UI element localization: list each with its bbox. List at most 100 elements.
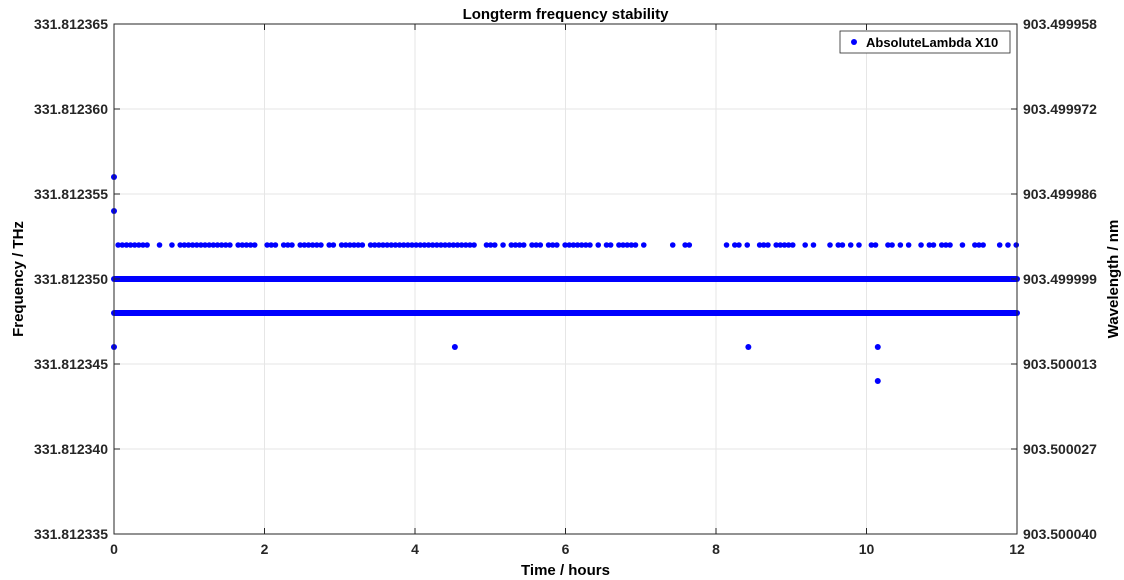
- data-point: [123, 242, 130, 248]
- data-point: [429, 242, 436, 248]
- data-point: [574, 242, 581, 248]
- data-point-outlier: [745, 344, 752, 350]
- data-point: [318, 242, 324, 248]
- data-point: [578, 242, 585, 248]
- data-point: [222, 242, 229, 248]
- data-point: [251, 242, 258, 248]
- data-point: [380, 242, 386, 248]
- y-tick-label: 331.812355: [34, 186, 108, 202]
- data-point: [285, 242, 291, 248]
- data-point: [595, 242, 602, 248]
- data-point: [926, 242, 933, 248]
- data-point: [686, 242, 693, 248]
- data-point: [156, 242, 163, 248]
- data-point: [376, 242, 382, 248]
- data-point: [330, 242, 337, 248]
- data-point: [583, 242, 589, 248]
- data-point: [773, 242, 779, 248]
- data-point: [545, 242, 552, 248]
- data-point: [417, 242, 424, 248]
- data-point: [777, 242, 784, 248]
- data-point: [959, 242, 966, 248]
- data-point: [367, 242, 374, 248]
- x-tick-label: 4: [411, 541, 419, 557]
- data-point: [218, 242, 225, 248]
- x-tick-label: 12: [1009, 541, 1025, 557]
- data-point: [616, 242, 622, 248]
- x-tick-label: 8: [712, 541, 720, 557]
- data-point: [202, 242, 208, 248]
- data-point-outlier: [451, 344, 458, 350]
- data-point: [566, 242, 573, 248]
- data-point: [280, 242, 287, 248]
- data-point: [421, 242, 428, 248]
- x-tick-label: 10: [859, 541, 875, 557]
- chart-title: Longterm frequency stability: [463, 6, 670, 23]
- data-point: [682, 242, 688, 248]
- y-right-tick-label: 903.499972: [1023, 101, 1097, 117]
- data-point: [976, 242, 982, 248]
- data-point: [297, 242, 304, 248]
- data-point: [462, 242, 469, 248]
- data-point: [996, 242, 1003, 248]
- data-point: [355, 242, 361, 248]
- data-point: [529, 242, 535, 248]
- data-point: [723, 242, 730, 248]
- data-point: [947, 242, 953, 248]
- data-point: [847, 242, 854, 248]
- data-point: [889, 242, 895, 248]
- data-point: [810, 242, 817, 248]
- x-tick-label: 0: [110, 541, 118, 557]
- data-point: [756, 242, 763, 248]
- y-right-tick-label: 903.499999: [1023, 271, 1097, 287]
- data-point: [918, 242, 924, 248]
- data-point: [789, 242, 796, 248]
- data-point: [206, 242, 212, 248]
- data-point: [632, 242, 639, 248]
- data-point: [471, 242, 477, 248]
- data-point: [450, 242, 457, 248]
- data-point: [454, 242, 461, 248]
- data-point: [781, 242, 788, 248]
- data-point: [491, 242, 498, 248]
- data-point: [301, 242, 308, 248]
- x-tick-label: 2: [261, 541, 269, 557]
- data-point: [198, 242, 204, 248]
- data-point: [309, 242, 316, 248]
- data-point: [268, 242, 275, 248]
- y-right-tick-label: 903.499958: [1023, 16, 1097, 32]
- data-point: [765, 242, 771, 248]
- data-point: [400, 242, 407, 248]
- data-point: [508, 242, 515, 248]
- data-point: [338, 242, 345, 248]
- y-right-tick-label: 903.500040: [1023, 526, 1097, 542]
- data-point: [434, 242, 440, 248]
- data-point: [189, 242, 196, 248]
- data-point: [384, 242, 390, 248]
- x-axis-label: Time / hours: [521, 562, 610, 579]
- y-tick-label: 331.812335: [34, 526, 108, 542]
- data-point: [239, 242, 246, 248]
- data-point: [905, 242, 912, 248]
- data-point: [607, 242, 614, 248]
- data-point: [214, 242, 221, 248]
- y-right-tick-label: 903.500027: [1023, 441, 1097, 457]
- data-point: [127, 242, 134, 248]
- data-point: [210, 242, 217, 248]
- data-point: [620, 242, 626, 248]
- legend-label: AbsoluteLambda X10: [866, 35, 998, 50]
- data-point: [537, 242, 544, 248]
- data-point: [856, 242, 862, 248]
- data-point: [351, 242, 357, 248]
- data-point: [587, 242, 593, 248]
- y-tick-label: 331.812340: [34, 441, 108, 457]
- data-point: [289, 242, 295, 248]
- data-point: [413, 242, 419, 248]
- data-point: [760, 242, 767, 248]
- data-point: [736, 242, 742, 248]
- data-point: [972, 242, 978, 248]
- data-point: [409, 242, 415, 248]
- data-point: [1005, 242, 1011, 248]
